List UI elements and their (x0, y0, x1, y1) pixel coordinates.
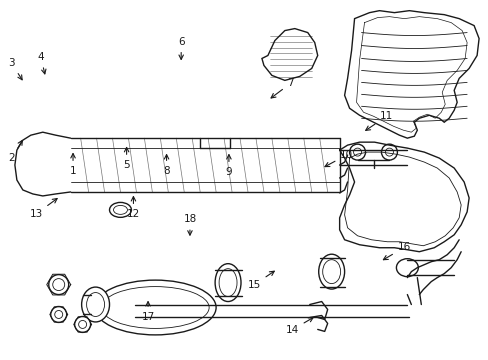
Circle shape (353, 148, 361, 156)
Text: 14: 14 (285, 318, 312, 335)
Text: 16: 16 (383, 242, 410, 260)
Ellipse shape (123, 300, 141, 321)
Circle shape (349, 144, 365, 160)
Ellipse shape (322, 260, 340, 284)
Text: 18: 18 (183, 215, 196, 235)
Text: 2: 2 (8, 140, 22, 163)
Text: 13: 13 (29, 198, 57, 219)
Text: 15: 15 (247, 271, 274, 290)
Ellipse shape (318, 254, 344, 289)
Circle shape (381, 144, 397, 160)
Text: 17: 17 (141, 302, 154, 322)
Circle shape (53, 279, 64, 291)
Polygon shape (344, 11, 478, 138)
Ellipse shape (219, 269, 237, 297)
Text: 12: 12 (126, 197, 140, 219)
Ellipse shape (109, 202, 131, 217)
Circle shape (51, 306, 66, 323)
Ellipse shape (215, 264, 241, 302)
Ellipse shape (102, 287, 209, 328)
Text: 11: 11 (365, 111, 392, 130)
Circle shape (385, 148, 393, 156)
Polygon shape (262, 28, 317, 80)
Circle shape (49, 275, 68, 294)
Text: 8: 8 (163, 154, 169, 176)
Text: 6: 6 (178, 37, 184, 59)
Ellipse shape (81, 287, 109, 322)
Text: 3: 3 (8, 58, 22, 80)
Circle shape (79, 320, 86, 328)
Ellipse shape (94, 280, 216, 335)
Ellipse shape (396, 259, 417, 276)
Ellipse shape (126, 303, 138, 318)
Text: 9: 9 (225, 154, 232, 177)
Circle shape (55, 310, 62, 319)
Text: 1: 1 (70, 154, 76, 176)
Text: 4: 4 (38, 52, 46, 74)
Text: 5: 5 (123, 148, 130, 170)
Circle shape (75, 316, 90, 332)
Text: 7: 7 (270, 78, 293, 98)
Ellipse shape (86, 293, 104, 316)
Ellipse shape (113, 206, 127, 214)
Text: 10: 10 (325, 150, 353, 167)
